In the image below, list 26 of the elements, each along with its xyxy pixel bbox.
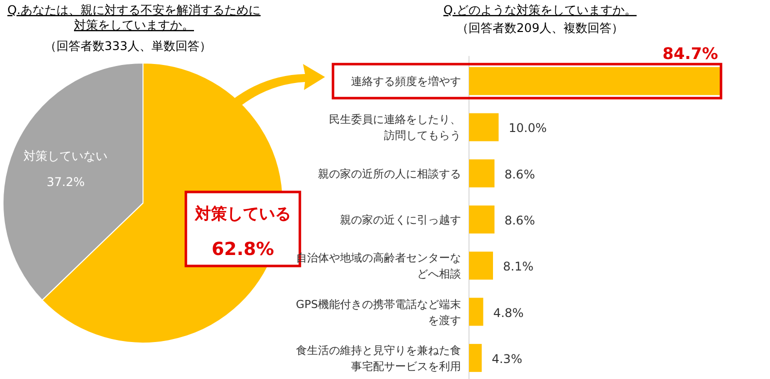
y-tick-label: 民生委員に連絡をしたり、訪問してもらう (329, 113, 461, 142)
bar (469, 159, 494, 188)
bar (469, 298, 484, 326)
bar (469, 252, 494, 280)
y-tick-label: 親の家の近くに引っ越す (340, 214, 461, 226)
slice-label: 対策していない (24, 149, 108, 164)
data-label: 8.1% (503, 260, 534, 274)
data-label: 4.8% (493, 306, 524, 320)
bar (469, 344, 482, 372)
y-tick-label: GPS機能付きの携帯電話など端末を渡す (296, 298, 461, 327)
data-label: 8.6% (504, 214, 535, 228)
chart-subtitle: （回答者数209人、複数回答） (456, 21, 624, 35)
bar (469, 113, 499, 142)
bar (469, 206, 494, 234)
bar (469, 67, 720, 96)
y-tick-label: 連絡する頻度を増やす (351, 75, 461, 88)
y-tick-label: 食生活の維持と見守りを兼ねた食事宅配サービスを利用 (296, 344, 461, 373)
chart-subtitle: （回答者数333人、単数回答） (44, 39, 212, 53)
data-label: 4.3% (492, 352, 522, 366)
data-label: 8.6% (504, 167, 535, 182)
y-tick-label: 親の家の近所の人に相談する (318, 167, 461, 180)
slice-label: 対策している (194, 204, 291, 223)
data-label: 37.2% (46, 175, 85, 190)
data-label: 62.8% (212, 238, 274, 260)
data-label: 84.7% (662, 44, 718, 64)
data-label: 10.0% (508, 121, 547, 136)
